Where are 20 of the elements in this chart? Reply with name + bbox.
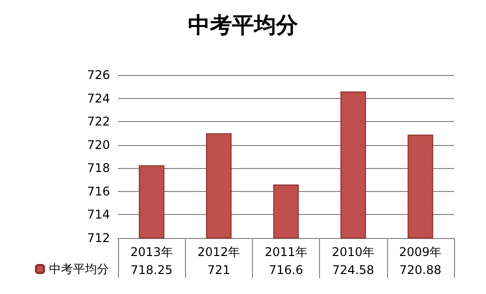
x-tick-label: 2012年 bbox=[198, 245, 240, 259]
legend-label: 中考平均分 bbox=[49, 262, 109, 276]
y-tick-label: 720 bbox=[87, 138, 110, 152]
y-tick-label: 718 bbox=[87, 161, 110, 176]
x-tick-label: 2013年 bbox=[130, 245, 173, 259]
data-label: 720.88 bbox=[399, 263, 442, 277]
x-tick-label: 2009年 bbox=[399, 245, 442, 259]
y-tick-label: 726 bbox=[87, 68, 110, 82]
y-tick-label: 712 bbox=[87, 231, 110, 245]
x-tick-label: 2011年 bbox=[264, 245, 308, 259]
chart-title: 中考平均分 bbox=[188, 14, 299, 38]
data-label: 716.6 bbox=[268, 263, 304, 277]
x-tick-label: 2010年 bbox=[332, 245, 374, 259]
y-tick-label: 722 bbox=[87, 114, 110, 129]
y-tick-label: 714 bbox=[87, 208, 110, 222]
data-label: 718.25 bbox=[130, 263, 173, 277]
y-tick-label: 716 bbox=[87, 184, 110, 198]
data-label: 721 bbox=[207, 263, 230, 277]
y-tick-label: 724 bbox=[87, 91, 110, 106]
data-label: 724.58 bbox=[332, 263, 374, 277]
